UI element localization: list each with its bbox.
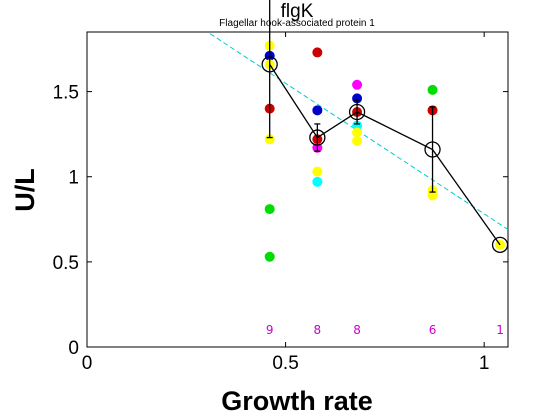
y-tick-label: 0.5 (53, 253, 79, 274)
y-axis-label: U/L (10, 168, 40, 212)
scatter-point (352, 79, 363, 90)
count-label: 8 (353, 323, 361, 337)
scatter-point (352, 135, 363, 146)
count-label: 1 (496, 323, 504, 337)
scatter-point (427, 84, 438, 95)
y-tick-label: 1 (68, 168, 79, 189)
scatter-point (312, 105, 323, 116)
count-label: 8 (314, 323, 322, 337)
scatter-point (264, 251, 275, 262)
x-tick-label: 1 (479, 353, 490, 374)
x-axis-label: Growth rate (221, 386, 373, 416)
chart-subtitle: Flagellar hook-associated protein 1 (219, 18, 375, 29)
scatter-point (427, 190, 438, 201)
y-tick-label: 0 (68, 338, 79, 359)
scatter-point (312, 176, 323, 187)
scatter-point (312, 47, 323, 58)
x-tick-label: 0.5 (272, 353, 298, 374)
count-layer: 9 8 8 6 1 (266, 323, 504, 337)
scatter-point (312, 166, 323, 177)
mean-marker (424, 141, 441, 158)
scatter-point (352, 127, 363, 138)
mean-marker (491, 236, 509, 253)
mean-layer (261, 0, 509, 253)
scatter-point (352, 93, 363, 104)
x-tick-label: 0 (82, 353, 93, 374)
chart-title: flgK (281, 1, 314, 22)
count-label: 9 (266, 323, 274, 337)
plot-area (86, 31, 509, 348)
mean-marker (261, 56, 278, 73)
count-label: 6 (429, 323, 437, 337)
y-tick-label: 1.5 (53, 83, 79, 104)
tick-layer: 0 0.5 1 0 0.5 1 1.5 (53, 32, 508, 374)
scatter-point (264, 134, 275, 145)
scatter-point (264, 204, 275, 215)
mean-marker (348, 103, 366, 121)
mean-marker (309, 129, 326, 146)
